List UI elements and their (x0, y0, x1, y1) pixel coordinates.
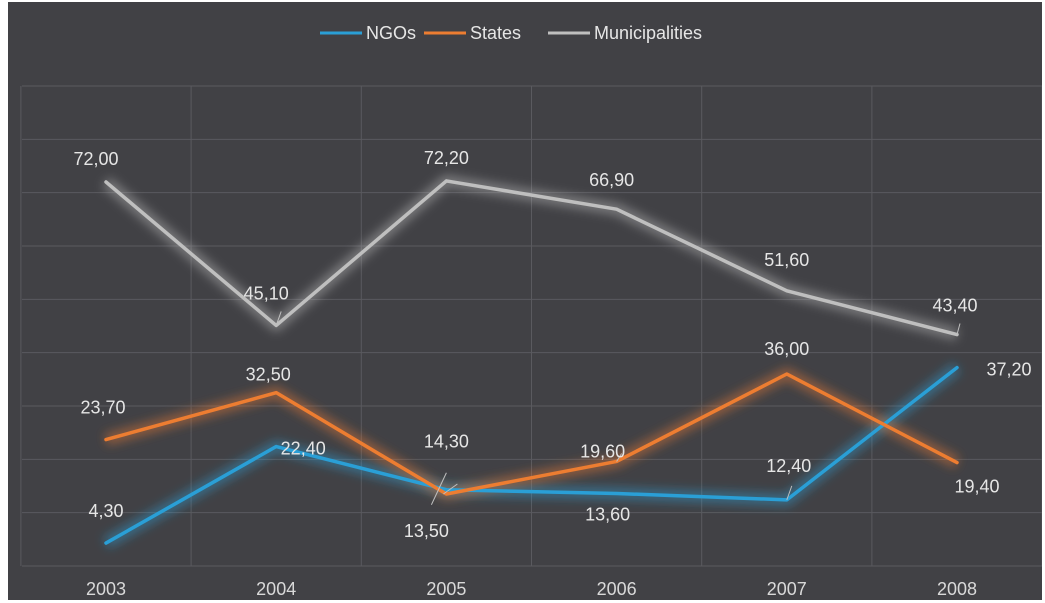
data-label-states: 36,00 (764, 339, 809, 359)
data-label-ngos: 14,30 (424, 432, 469, 452)
line-chart: 4,30 22,40 14,30 13,60 12,40 37,20 23,70 32,50 1… (20, 23, 1042, 599)
data-label-states: 19,60 (580, 441, 625, 461)
data-label-municipalities: 72,20 (424, 148, 469, 168)
data-label-ngos: 37,20 (986, 360, 1031, 380)
chart-area: 4,30 22,40 14,30 13,60 12,40 37,20 23,70 32,50 1… (8, 2, 1042, 600)
data-labels: 4,30 22,40 14,30 13,60 12,40 37,20 23,70 32,50 1… (73, 148, 1031, 541)
x-tick-label: 2004 (256, 579, 296, 599)
data-label-ngos: 4,30 (88, 501, 123, 521)
label-leader-lines (275, 311, 961, 505)
leader-line (956, 323, 961, 335)
leader-line (430, 472, 447, 505)
x-tick-label: 2007 (767, 579, 807, 599)
data-label-ngos: 22,40 (281, 439, 326, 459)
data-label-municipalities: 51,60 (764, 250, 809, 270)
series-line-states (104, 372, 959, 496)
data-label-states: 32,50 (246, 365, 291, 385)
data-label-municipalities: 43,40 (932, 296, 977, 316)
series-line-municipalities (104, 179, 959, 337)
data-label-states: 23,70 (80, 398, 125, 418)
data-label-municipalities: 72,00 (73, 149, 118, 169)
legend-label-ngos: NGOs (366, 23, 416, 43)
x-axis-ticks: 2003 2004 2005 2006 2007 2008 (86, 579, 977, 599)
x-tick-label: 2003 (86, 579, 126, 599)
x-tick-label: 2008 (937, 579, 977, 599)
series-layer (104, 179, 959, 545)
data-label-municipalities: 66,90 (589, 170, 634, 190)
x-tick-label: 2006 (597, 579, 637, 599)
leader-line (275, 311, 282, 326)
data-label-states: 19,40 (954, 477, 999, 497)
leader-line (443, 483, 458, 495)
leader-line (616, 453, 623, 462)
data-label-ngos: 13,60 (585, 504, 630, 524)
data-label-ngos: 12,40 (766, 456, 811, 476)
x-tick-label: 2005 (426, 579, 466, 599)
legend-label-states: States (470, 23, 521, 43)
data-label-municipalities: 45,10 (244, 283, 289, 303)
data-label-states: 13,50 (404, 521, 449, 541)
series-line-ngos (104, 365, 959, 545)
legend-label-municipalities: Municipalities (594, 23, 702, 43)
legend: NGOs States Municipalities (320, 23, 702, 43)
leader-line (786, 485, 793, 501)
